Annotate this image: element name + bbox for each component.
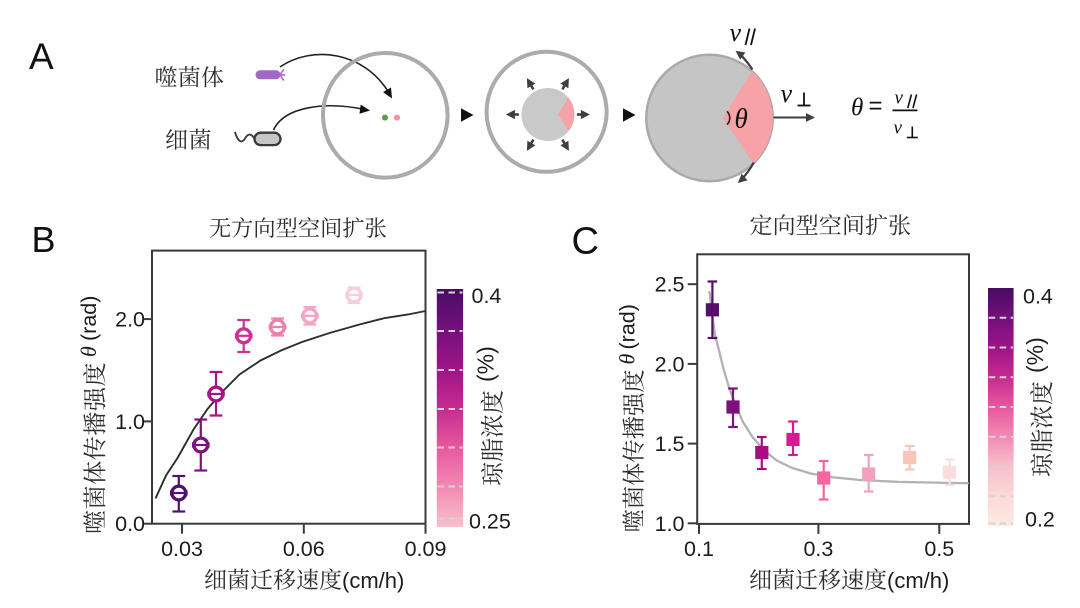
svg-text:(cm/h): (cm/h) [887,568,949,593]
svg-text:(cm/h): (cm/h) [342,568,404,593]
svg-text:=: = [869,93,883,120]
svg-text:0.2: 0.2 [1025,508,1055,532]
svg-text:v: v [895,87,904,108]
svg-text:(rad): (rad) [77,296,101,341]
svg-text:(%): (%) [473,346,499,382]
svg-text:θ: θ [615,354,640,365]
svg-text:A: A [29,36,54,77]
svg-text:0.1: 0.1 [684,537,714,561]
svg-text:0.03: 0.03 [161,537,203,561]
svg-text:θ: θ [735,104,748,134]
svg-text:C: C [572,221,599,263]
svg-text:0.25: 0.25 [469,510,511,534]
svg-text:0.3: 0.3 [803,537,833,561]
svg-text:2.0: 2.0 [655,352,685,376]
svg-text:0.09: 0.09 [405,537,447,561]
svg-text:0.06: 0.06 [283,537,325,561]
svg-text:(%): (%) [1022,337,1048,373]
svg-text:0.0: 0.0 [115,512,145,536]
svg-text:1.5: 1.5 [655,432,685,456]
svg-text:0.5: 0.5 [924,537,954,561]
svg-text:2.5: 2.5 [655,273,685,297]
svg-text:v: v [894,118,903,139]
svg-text:θ: θ [851,95,863,122]
svg-text:(rad): (rad) [616,304,640,349]
svg-text:B: B [32,219,56,260]
svg-text:0.4: 0.4 [472,284,502,308]
svg-text:2.0: 2.0 [115,308,145,332]
svg-text:v: v [781,79,793,108]
svg-text:1.0: 1.0 [655,512,685,536]
svg-text:θ: θ [76,346,101,357]
svg-text:1.0: 1.0 [115,410,145,434]
svg-text:v: v [730,18,742,47]
svg-text:0.4: 0.4 [1023,285,1053,309]
